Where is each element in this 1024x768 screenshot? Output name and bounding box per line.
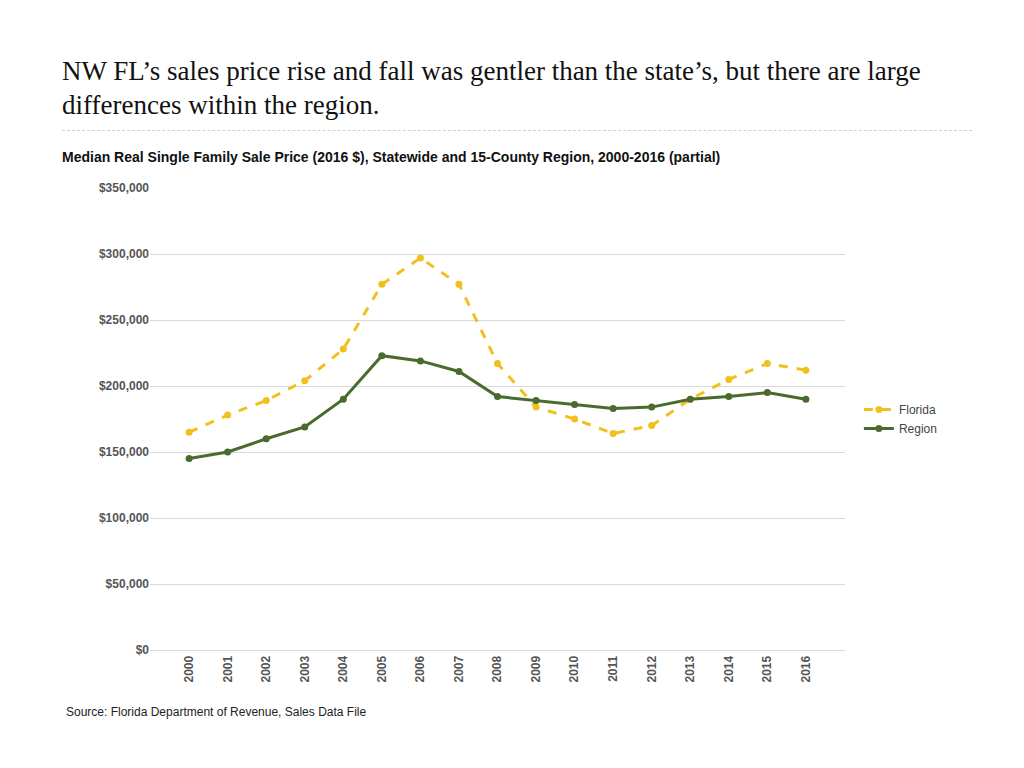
- svg-text:2014: 2014: [722, 655, 736, 682]
- svg-text:2011: 2011: [606, 655, 620, 681]
- svg-text:$150,000: $150,000: [99, 445, 149, 459]
- svg-text:2006: 2006: [413, 655, 427, 682]
- svg-text:$200,000: $200,000: [99, 379, 149, 393]
- svg-text:2001: 2001: [221, 655, 235, 682]
- html-text:Source: Florida Department of: Source: Florida Department of Revenue, S…: [66, 705, 367, 719]
- svg-text:2008: 2008: [490, 655, 504, 682]
- svg-text:$250,000: $250,000: [99, 313, 149, 327]
- svg-text:2007: 2007: [452, 655, 466, 682]
- svg-text:2012: 2012: [645, 655, 659, 682]
- svg-text:2000: 2000: [182, 655, 196, 682]
- svg-text:2002: 2002: [259, 655, 273, 682]
- html-text:NW FL’s sales price rise and f: NW FL’s sales price rise and fall was ge…: [62, 56, 921, 120]
- svg-text:2013: 2013: [683, 655, 697, 682]
- svg-text:$0: $0: [136, 643, 150, 657]
- svg-text:2003: 2003: [298, 655, 312, 682]
- svg-text:Median Real Single Family Sale: Median Real Single Family Sale Price (20…: [62, 149, 720, 165]
- svg-text:$350,000: $350,000: [99, 181, 149, 195]
- svg-text:Region: Region: [899, 422, 937, 436]
- svg-text:$50,000: $50,000: [106, 577, 150, 591]
- svg-text:$100,000: $100,000: [99, 511, 149, 525]
- svg-text:Florida: Florida: [899, 403, 936, 417]
- svg-text:2016: 2016: [799, 655, 813, 682]
- svg-text:2010: 2010: [567, 655, 581, 682]
- svg-text:2005: 2005: [375, 655, 389, 682]
- svg-text:$300,000: $300,000: [99, 247, 149, 261]
- svg-text:2009: 2009: [529, 655, 543, 682]
- svg-text:2004: 2004: [336, 655, 350, 682]
- svg-text:2015: 2015: [760, 655, 774, 682]
